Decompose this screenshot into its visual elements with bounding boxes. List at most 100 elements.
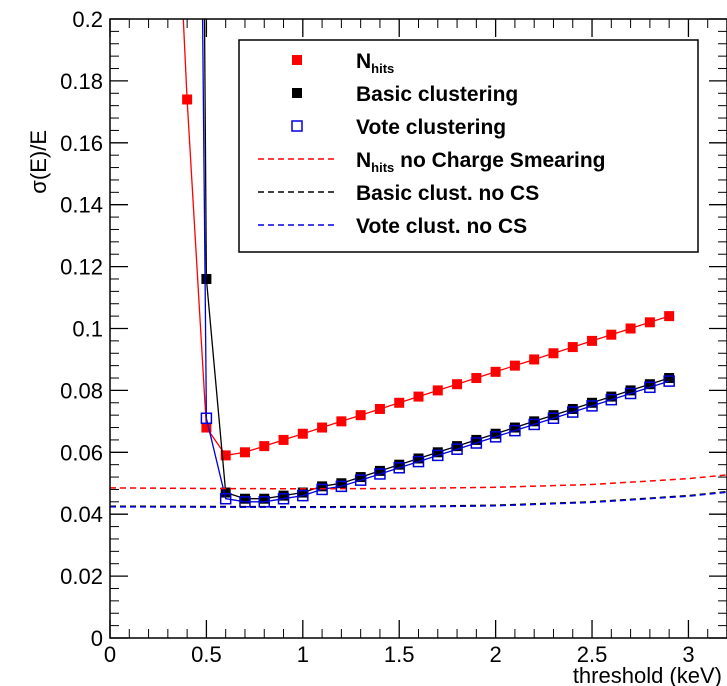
data-point-vote-clustering xyxy=(297,489,309,502)
y-tick-label: 0.06 xyxy=(60,440,103,465)
data-point-nhits xyxy=(355,410,366,421)
data-point-vote-clustering xyxy=(335,480,348,493)
data-point-nhits xyxy=(664,311,675,322)
data-point-basic-clustering xyxy=(374,465,385,476)
data-point-basic-clustering xyxy=(317,481,328,492)
y-tick-label: 0.14 xyxy=(60,193,103,218)
series-line-extension-basic-clustering xyxy=(203,19,208,280)
y-tick-label: 0.02 xyxy=(60,564,103,589)
data-point-vote-clustering xyxy=(470,437,483,449)
data-point-vote-clustering xyxy=(624,387,637,400)
data-point-nhits xyxy=(548,348,559,359)
data-point-basic-clustering xyxy=(239,493,250,504)
data-point-nhits xyxy=(201,422,212,433)
data-point-basic-clustering xyxy=(220,487,231,498)
data-point-vote-clustering xyxy=(219,492,232,505)
x-tick-label: 0.5 xyxy=(191,642,222,667)
y-tick-label: 0.04 xyxy=(60,502,103,527)
data-point-nhits xyxy=(644,317,655,328)
data-point-basic-clustering xyxy=(529,416,540,427)
data-point-basic-clustering xyxy=(201,273,212,284)
data-point-vote-clustering xyxy=(393,462,405,474)
data-point-nhits xyxy=(394,397,405,408)
data-point-basic-clustering xyxy=(432,447,443,458)
data-point-basic-clustering xyxy=(259,493,270,504)
legend-swatch-basic-clustering xyxy=(292,88,302,98)
legend-swatch-nhits xyxy=(292,55,302,65)
legend-box xyxy=(238,39,699,253)
series-line-extension-vote-clustering xyxy=(201,19,208,419)
x-tick-label: 2.5 xyxy=(577,642,608,667)
data-point-vote-clustering xyxy=(528,418,540,431)
data-point-basic-clustering xyxy=(355,472,366,483)
data-point-nhits xyxy=(471,373,482,384)
data-point-basic-clustering xyxy=(567,403,578,414)
y-tick-label: 0 xyxy=(91,626,103,651)
data-point-vote-clustering xyxy=(432,449,444,462)
y-tick-label: 0.2 xyxy=(72,7,103,32)
data-point-basic-clustering xyxy=(336,478,347,489)
data-point-vote-clustering xyxy=(605,393,618,406)
legend-label-basic-clust-no-cs: Basic clust. no CS xyxy=(356,182,539,205)
data-point-nhits xyxy=(606,329,617,340)
legend-label-nhits: Nhits xyxy=(356,50,394,76)
series-layer xyxy=(110,19,727,509)
x-tick-label: 3 xyxy=(682,642,694,667)
data-point-nhits xyxy=(278,434,289,445)
data-point-nhits xyxy=(239,447,250,458)
data-point-basic-clustering xyxy=(452,441,463,452)
data-point-nhits xyxy=(529,354,540,365)
data-point-nhits xyxy=(567,342,578,353)
y-tick-label: 0.18 xyxy=(60,69,103,94)
data-point-nhits xyxy=(413,391,424,402)
data-point-nhits xyxy=(220,450,231,461)
data-point-vote-clustering xyxy=(509,424,521,437)
data-point-basic-clustering xyxy=(664,373,675,384)
data-point-nhits xyxy=(490,366,501,377)
x-tick-label: 2 xyxy=(490,642,502,667)
data-point-basic-clustering xyxy=(548,410,559,421)
legend-label-vote-clust-no-cs: Vote clust. no CS xyxy=(356,215,527,238)
series-line-extension-nhits xyxy=(182,19,188,100)
data-point-nhits xyxy=(625,323,636,334)
x-axis-title: threshold (keV) xyxy=(573,663,722,686)
legend: Nhits Basic clustering Vote clustering Nhit… xyxy=(238,39,699,253)
data-point-vote-clustering xyxy=(663,375,675,387)
data-point-vote-clustering xyxy=(277,492,290,505)
data-point-basic-clustering xyxy=(625,385,636,396)
data-point-vote-clustering xyxy=(412,455,425,468)
data-point-vote-clustering xyxy=(374,468,386,480)
data-point-vote-clustering xyxy=(316,483,328,496)
series-line-vote-clustering xyxy=(205,380,670,503)
y-tick-label: 0.08 xyxy=(60,378,103,403)
data-point-nhits xyxy=(317,422,328,433)
data-point-basic-clustering xyxy=(606,391,617,402)
data-point-nhits xyxy=(374,403,385,414)
data-point-nhits xyxy=(587,335,598,346)
data-point-nhits xyxy=(182,94,193,105)
series-clip-group xyxy=(110,19,727,509)
data-point-nhits xyxy=(452,379,463,390)
data-point-basic-clustering xyxy=(587,397,598,408)
data-point-vote-clustering xyxy=(586,400,598,412)
y-tick-label: 0.16 xyxy=(60,131,103,156)
data-point-basic-clustering xyxy=(413,453,424,464)
axis-layer: 0 0.02 0.04 0.06 0.08 0.1 0.12 0.14 0.16 0.18 0.2 0… xyxy=(60,7,727,667)
legend-label-basic-clustering: Basic clustering xyxy=(356,83,518,106)
data-point-vote-clustering xyxy=(547,412,560,425)
data-point-basic-clustering xyxy=(297,487,308,498)
data-point-basic-clustering xyxy=(644,379,655,390)
x-tick-label: 1.5 xyxy=(384,642,415,667)
data-point-basic-clustering xyxy=(490,428,501,439)
data-point-vote-clustering xyxy=(354,474,367,486)
x-tick-label: 1 xyxy=(297,642,309,667)
data-point-nhits xyxy=(432,385,443,396)
data-point-nhits xyxy=(259,441,270,452)
data-point-vote-clustering xyxy=(451,443,463,455)
data-point-vote-clustering xyxy=(200,412,213,425)
legend-swatch-vote-clustering xyxy=(291,120,303,132)
legend-label-vote-clustering: Vote clustering xyxy=(356,116,506,139)
data-point-basic-clustering xyxy=(394,459,405,470)
data-point-vote-clustering xyxy=(489,431,502,443)
